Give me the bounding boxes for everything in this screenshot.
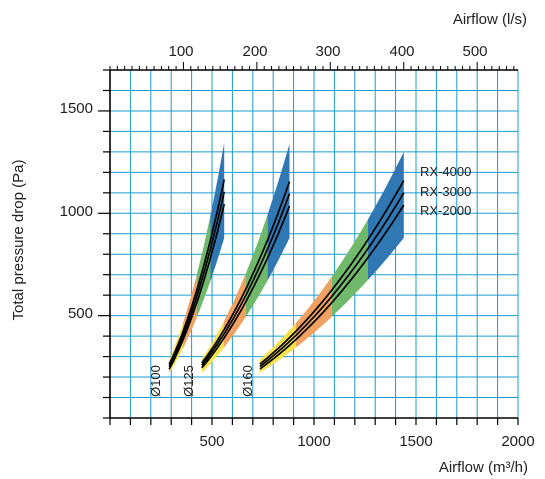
curve-group-1-rx-2000 (201, 205, 291, 369)
series-label-rx-3000: RX-3000 (420, 184, 471, 199)
top-tick-label-500: 500 (462, 43, 487, 60)
series-label-rx-4000: RX-4000 (420, 164, 471, 179)
x-tick-label-1500: 1500 (399, 433, 432, 450)
curve-group-0-rx-3000 (168, 191, 226, 368)
x-tick-label-2000: 2000 (501, 433, 534, 450)
curve-group-0-rx-2000 (168, 203, 226, 370)
bottom-x-axis-title: Airflow (m³/h) (439, 459, 528, 476)
x-tick-label-500: 500 (199, 433, 224, 450)
top-x-axis-title: Airflow (l/s) (453, 11, 527, 28)
top-tick-label-300: 300 (315, 43, 340, 60)
curve-group-1-rx-3000 (201, 193, 291, 366)
curve-group-2-rx-3000 (259, 192, 405, 368)
y-tick-label-1000: 1000 (60, 203, 93, 220)
curve-group-2-rx-2000 (259, 204, 405, 370)
curve-group-2-rx-4000 (259, 180, 405, 365)
top-tick-label-200: 200 (242, 43, 267, 60)
duct-label-d160: Ø160 (240, 365, 255, 397)
top-tick-label-100: 100 (168, 43, 193, 60)
duct-label-d100: Ø100 (148, 365, 163, 397)
top-tick-label-400: 400 (389, 43, 414, 60)
y-axis-title: Total pressure drop (Pa) (10, 160, 27, 321)
x-tick-label-1000: 1000 (297, 433, 330, 450)
curve-group-1-rx-4000 (201, 181, 291, 364)
y-tick-label-1500: 1500 (60, 100, 93, 117)
curves (168, 179, 405, 370)
ticks (98, 62, 519, 425)
duct-label-d125: Ø125 (181, 365, 196, 397)
y-tick-label-500: 500 (68, 305, 93, 322)
series-label-rx-2000: RX-2000 (420, 203, 471, 218)
band-group-2-segment-3 (367, 151, 404, 281)
curve-group-0-rx-4000 (168, 179, 226, 365)
